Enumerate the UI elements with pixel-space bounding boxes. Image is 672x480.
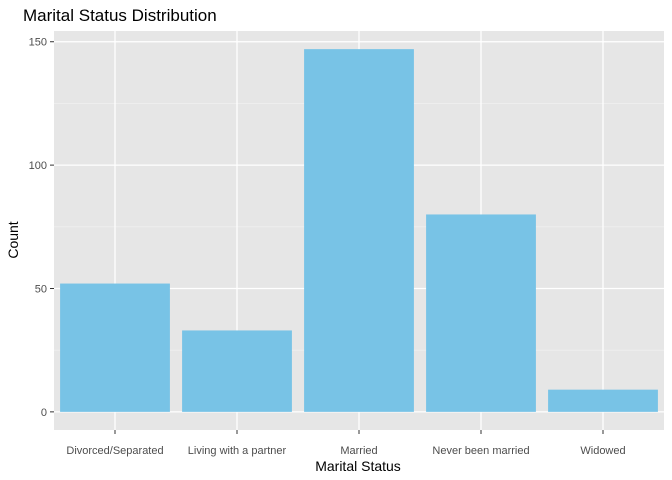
x-tick-label: Never been married (432, 445, 529, 457)
x-axis: Divorced/Separated Living with a partner M… (66, 430, 626, 457)
x-tick-label: Widowed (580, 445, 625, 457)
bar (60, 283, 170, 412)
bar (182, 330, 292, 412)
y-tick-label: 0 (41, 407, 47, 419)
x-axis-title: Marital Status (315, 458, 401, 474)
x-tick-label: Living with a partner (188, 445, 287, 457)
y-tick-label: 150 (29, 37, 47, 49)
bar (426, 214, 536, 412)
y-axis: 0 50 100 150 (29, 37, 54, 419)
y-tick-label: 100 (29, 160, 47, 172)
y-axis-title: Count (5, 221, 21, 258)
x-tick-label: Divorced/Separated (66, 445, 163, 457)
bars (60, 49, 658, 412)
chart-title: Marital Status Distribution (23, 6, 217, 25)
bar (304, 49, 414, 412)
y-tick-label: 50 (35, 283, 47, 295)
bar (548, 389, 658, 412)
x-tick-label: Married (340, 445, 377, 457)
